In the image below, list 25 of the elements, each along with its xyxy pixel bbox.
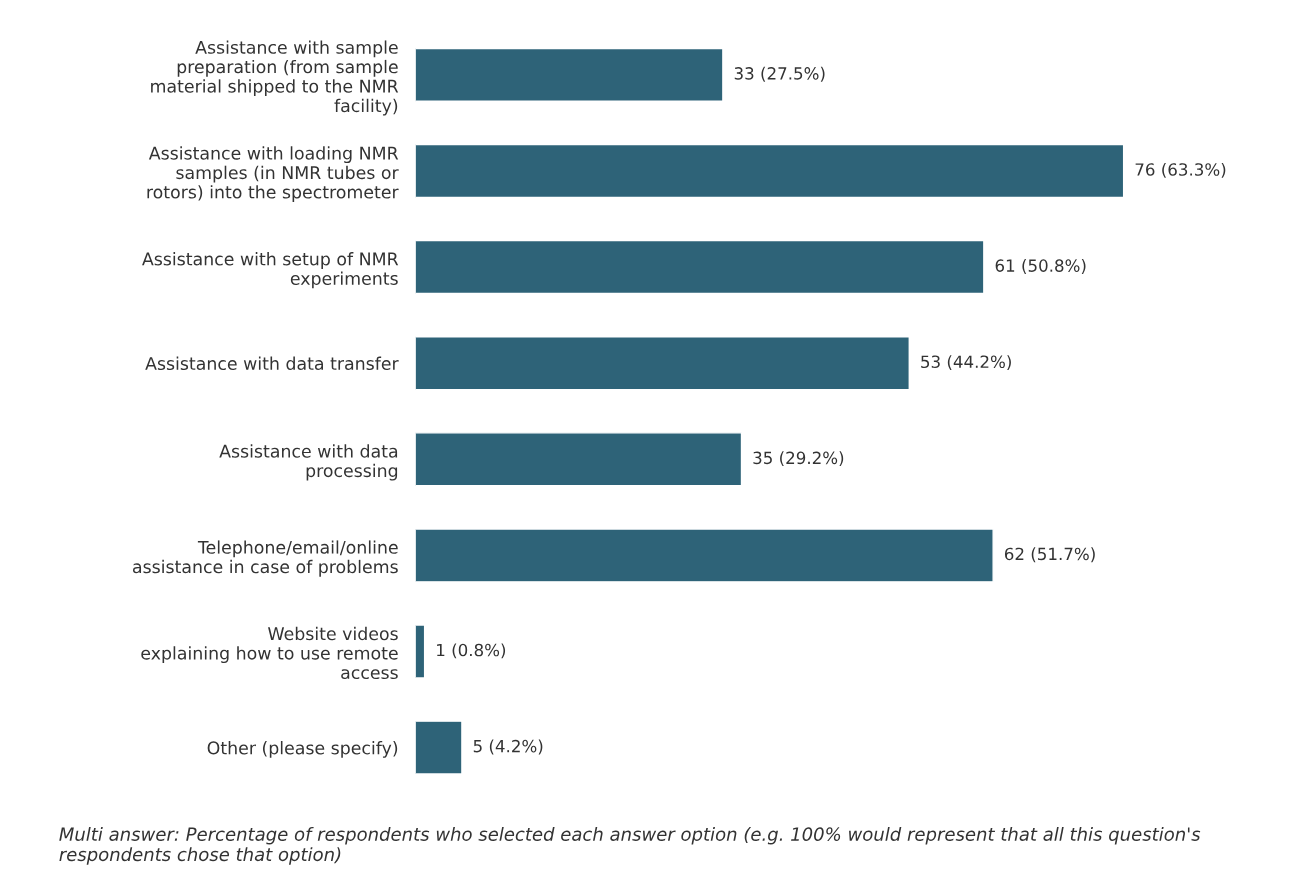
y-tick-label: Assistance with sample preparation (from sample material shipped to the NMR facility): [151, 40, 399, 116]
bar: [415, 336, 910, 391]
data-label: 53 (44.2%): [921, 355, 1011, 370]
data-label: 76 (63.3%): [1135, 162, 1226, 178]
y-tick-label: Other (please specify): [207, 741, 398, 758]
data-label: 5 (4.2%): [473, 739, 543, 755]
y-tick-label: Website videos explaining how to use remote access: [141, 626, 398, 680]
text: Multi answer: Percentage of respondents who selected each answer option (e.g. 100% would represent that all this question's respondents chose that option): [59, 826, 1201, 865]
data-label: 1 (0.8%): [437, 643, 506, 659]
bar: [415, 624, 426, 679]
y-tick-label: Assistance with setup of NMR experiments: [142, 252, 399, 289]
data-label: 61 (50.8%): [995, 259, 1086, 274]
data-label: 62 (51.7%): [1004, 547, 1095, 563]
bar: [415, 432, 743, 487]
bar: [415, 528, 994, 583]
data-label: 33 (27.5%): [734, 66, 825, 82]
bar: [415, 720, 463, 775]
y-tick-label: Assistance with data processing: [219, 444, 398, 481]
y-tick-label: Assistance with loading NMR samples (in NMR tubes or rotors) into the spectrometer: [147, 146, 399, 202]
y-tick-label: Assistance with data transfer: [145, 356, 399, 371]
data-label: 35 (29.2%): [753, 451, 844, 467]
y-tick-label: Telephone/email/online assistance in case of problems: [133, 540, 398, 577]
bar: [415, 143, 1125, 199]
bar: [415, 239, 985, 295]
bar: [415, 47, 724, 102]
